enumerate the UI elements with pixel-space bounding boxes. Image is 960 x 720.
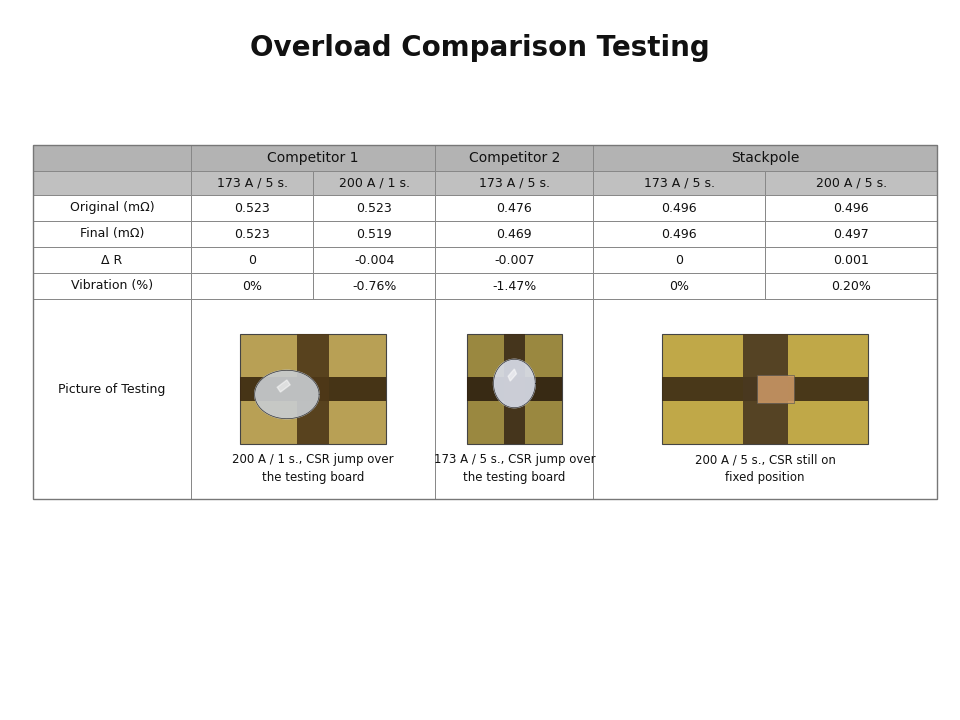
Text: 0.469: 0.469 (496, 228, 532, 240)
Bar (33, 145, 191, 171)
Bar (191, 299, 435, 499)
Bar (765, 171, 937, 195)
Text: Vibration (%): Vibration (%) (71, 279, 154, 292)
Text: 173 A / 5 s.: 173 A / 5 s. (217, 176, 288, 189)
Bar (593, 145, 937, 171)
Bar (435, 171, 593, 195)
Polygon shape (254, 370, 319, 419)
Bar (33, 299, 191, 499)
Bar (662, 377, 868, 401)
Bar (240, 377, 387, 401)
Text: 200 A / 1 s.: 200 A / 1 s. (339, 176, 410, 189)
Text: 0.523: 0.523 (234, 228, 270, 240)
Text: Competitor 1: Competitor 1 (268, 151, 359, 165)
Bar (33, 247, 191, 273)
Bar (313, 247, 435, 273)
Bar (435, 145, 593, 171)
Text: 0%: 0% (669, 279, 689, 292)
Bar (765, 195, 937, 221)
Text: 0.496: 0.496 (833, 202, 869, 215)
Bar (191, 273, 313, 299)
Bar (313, 221, 435, 247)
Bar (191, 221, 313, 247)
Text: -1.47%: -1.47% (492, 279, 537, 292)
Bar (593, 273, 765, 299)
Bar (435, 273, 593, 299)
Polygon shape (277, 380, 290, 392)
Polygon shape (508, 369, 516, 381)
Bar (504, 334, 525, 444)
Text: 0.523: 0.523 (234, 202, 270, 215)
Text: 0: 0 (249, 253, 256, 266)
Bar (191, 195, 313, 221)
Text: 0.496: 0.496 (661, 228, 697, 240)
Text: 200 A / 5 s., CSR still on
fixed position: 200 A / 5 s., CSR still on fixed positio… (695, 454, 835, 485)
Bar (435, 247, 593, 273)
Bar (435, 195, 593, 221)
Bar (467, 334, 562, 444)
Bar (313, 195, 435, 221)
Bar (33, 221, 191, 247)
Bar (743, 334, 788, 444)
Text: 173 A / 5 s., CSR jump over
the testing board: 173 A / 5 s., CSR jump over the testing … (434, 454, 595, 485)
Text: 0%: 0% (242, 279, 262, 292)
Text: Stackpole: Stackpole (732, 151, 800, 165)
Text: 173 A / 5 s.: 173 A / 5 s. (479, 176, 550, 189)
Bar (765, 273, 937, 299)
Bar (765, 221, 937, 247)
Text: 0.496: 0.496 (661, 202, 697, 215)
Text: Original (mΩ): Original (mΩ) (70, 202, 155, 215)
Text: 0.497: 0.497 (833, 228, 869, 240)
Text: Competitor 2: Competitor 2 (468, 151, 560, 165)
Text: 0.476: 0.476 (496, 202, 532, 215)
Bar (313, 273, 435, 299)
Text: 200 A / 1 s., CSR jump over
the testing board: 200 A / 1 s., CSR jump over the testing … (232, 454, 394, 485)
Bar (33, 171, 191, 195)
Bar (757, 375, 794, 402)
Bar (313, 171, 435, 195)
Text: 200 A / 5 s.: 200 A / 5 s. (816, 176, 887, 189)
Text: 0.523: 0.523 (356, 202, 392, 215)
Bar (191, 171, 313, 195)
Polygon shape (493, 359, 536, 408)
Bar (435, 299, 593, 499)
Bar (191, 145, 435, 171)
Text: Picture of Testing: Picture of Testing (59, 382, 166, 395)
Bar (662, 334, 868, 444)
Bar (33, 145, 937, 499)
Bar (593, 171, 765, 195)
Text: -0.004: -0.004 (354, 253, 395, 266)
Text: 0.519: 0.519 (356, 228, 392, 240)
Text: -0.007: -0.007 (494, 253, 535, 266)
Text: Final (mΩ): Final (mΩ) (80, 228, 144, 240)
Bar (191, 247, 313, 273)
Bar (467, 377, 562, 401)
Bar (33, 273, 191, 299)
Text: -0.76%: -0.76% (352, 279, 396, 292)
Text: 173 A / 5 s.: 173 A / 5 s. (644, 176, 715, 189)
Text: 0.001: 0.001 (833, 253, 869, 266)
Bar (593, 299, 937, 499)
Bar (765, 247, 937, 273)
Bar (298, 334, 329, 444)
Bar (435, 221, 593, 247)
Bar (33, 195, 191, 221)
Bar (593, 247, 765, 273)
Text: Overload Comparison Testing: Overload Comparison Testing (251, 34, 709, 62)
Text: 0.20%: 0.20% (831, 279, 871, 292)
Bar (240, 334, 387, 444)
Bar (593, 195, 765, 221)
Bar (593, 221, 765, 247)
Text: 0: 0 (676, 253, 684, 266)
Text: Δ R: Δ R (102, 253, 123, 266)
